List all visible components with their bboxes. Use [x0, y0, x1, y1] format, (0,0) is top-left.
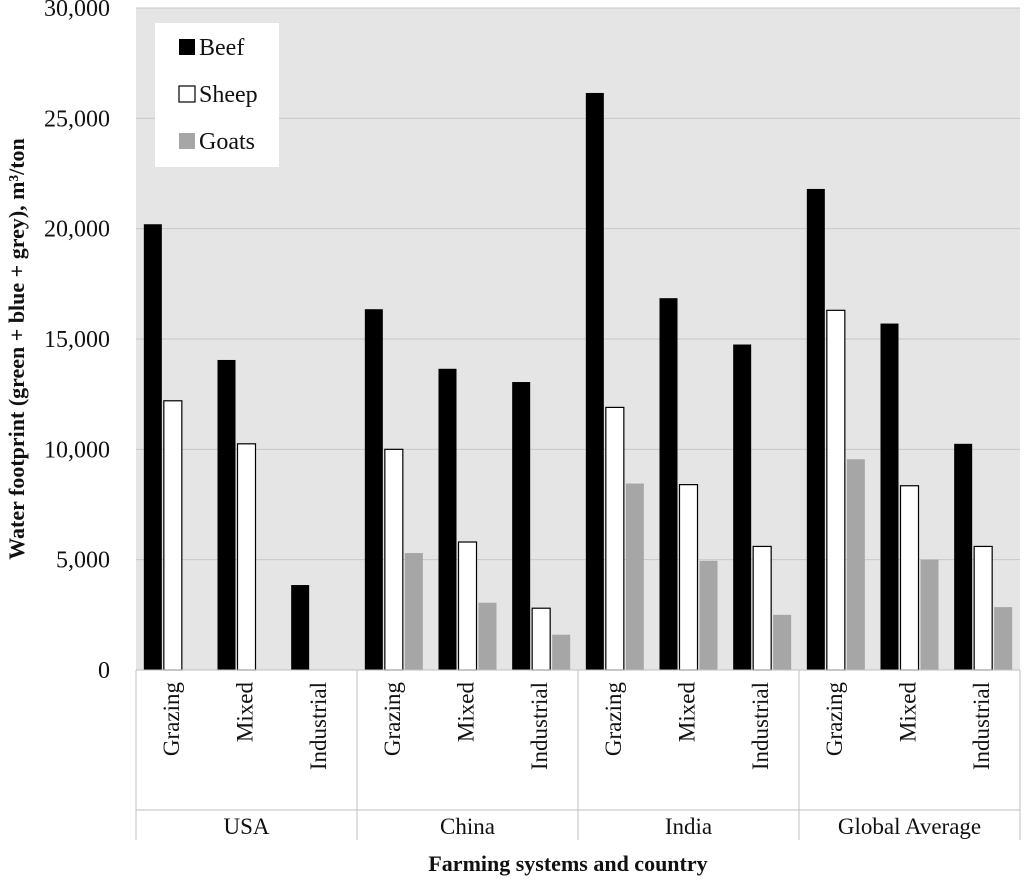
category-label: Mixed — [896, 682, 921, 743]
bar-beef — [143, 224, 162, 670]
bar-beef — [659, 298, 678, 670]
legend-label-goats: Goats — [199, 129, 255, 155]
category-label: Grazing — [601, 682, 626, 757]
bar-beef — [291, 585, 310, 670]
y-axis: 0 5,000 10,000 15,000 20,000 25,000 30,000 — [44, 0, 110, 684]
bar-sheep — [163, 400, 183, 671]
bar-sheep — [752, 545, 772, 671]
group-label: Global Average — [838, 814, 981, 839]
bar-goats — [699, 560, 718, 670]
x-axis-title: Farming systems and country — [428, 851, 707, 876]
legend-swatch-beef — [179, 39, 195, 55]
category-label: Industrial — [748, 682, 773, 770]
bar-sheep — [973, 545, 993, 671]
y-tick-label: 5,000 — [56, 548, 110, 574]
bar-sheep — [899, 485, 920, 671]
bar-sheep — [531, 607, 551, 671]
bar-goats — [625, 483, 644, 670]
category-label: Grazing — [822, 682, 847, 757]
group-label: China — [440, 814, 495, 839]
group-label: India — [665, 814, 712, 839]
bar-goats — [846, 459, 865, 670]
category-label: Grazing — [159, 682, 184, 757]
bar-goats — [994, 607, 1013, 670]
legend-label-sheep: Sheep — [199, 82, 258, 108]
bar-beef — [217, 359, 236, 670]
bar-sheep — [457, 541, 478, 671]
bar-beef — [512, 382, 531, 670]
legend-swatch-sheep — [178, 85, 196, 103]
group-label: USA — [223, 814, 269, 839]
category-label: Industrial — [527, 682, 552, 770]
bar-beef — [954, 443, 973, 670]
y-tick-label: 25,000 — [44, 106, 110, 132]
bar-sheep — [236, 443, 257, 671]
y-tick-label: 10,000 — [44, 437, 110, 463]
bar-beef — [733, 344, 752, 670]
bar-goats — [478, 602, 497, 670]
bar-sheep — [678, 484, 699, 671]
category-label: Industrial — [306, 682, 331, 770]
bar-beef — [364, 309, 383, 670]
bar-sheep — [605, 406, 625, 671]
legend: Beef Sheep Goats — [155, 23, 279, 167]
category-label: Mixed — [233, 682, 258, 743]
y-tick-label: 20,000 — [44, 217, 110, 243]
bar-beef — [585, 92, 604, 670]
category-label: Mixed — [675, 682, 700, 743]
bar-goats — [920, 559, 939, 670]
y-tick-label: 0 — [98, 658, 110, 684]
bar-sheep — [826, 309, 846, 671]
bar-goats — [404, 553, 423, 670]
bar-goats — [552, 634, 571, 670]
bars — [143, 92, 1013, 671]
bar-beef — [806, 188, 825, 671]
bar-sheep — [384, 448, 404, 671]
category-label: Mixed — [454, 682, 479, 743]
y-tick-label: 15,000 — [44, 327, 110, 353]
category-label: Industrial — [969, 682, 994, 770]
bar-beef — [880, 323, 899, 670]
bar-goats — [773, 614, 792, 670]
legend-swatch-goats — [179, 133, 195, 149]
x-axis: Grazing Mixed Industrial USA Grazing Mixed Ind… — [135, 669, 1021, 840]
legend-box — [155, 23, 279, 167]
bar-beef — [438, 368, 457, 670]
y-axis-title: Water footprint (green + blue + grey), m… — [4, 138, 29, 560]
legend-label-beef: Beef — [199, 35, 244, 61]
category-label: Grazing — [380, 682, 405, 757]
gridlines — [136, 7, 1020, 561]
y-tick-label: 30,000 — [44, 0, 110, 22]
